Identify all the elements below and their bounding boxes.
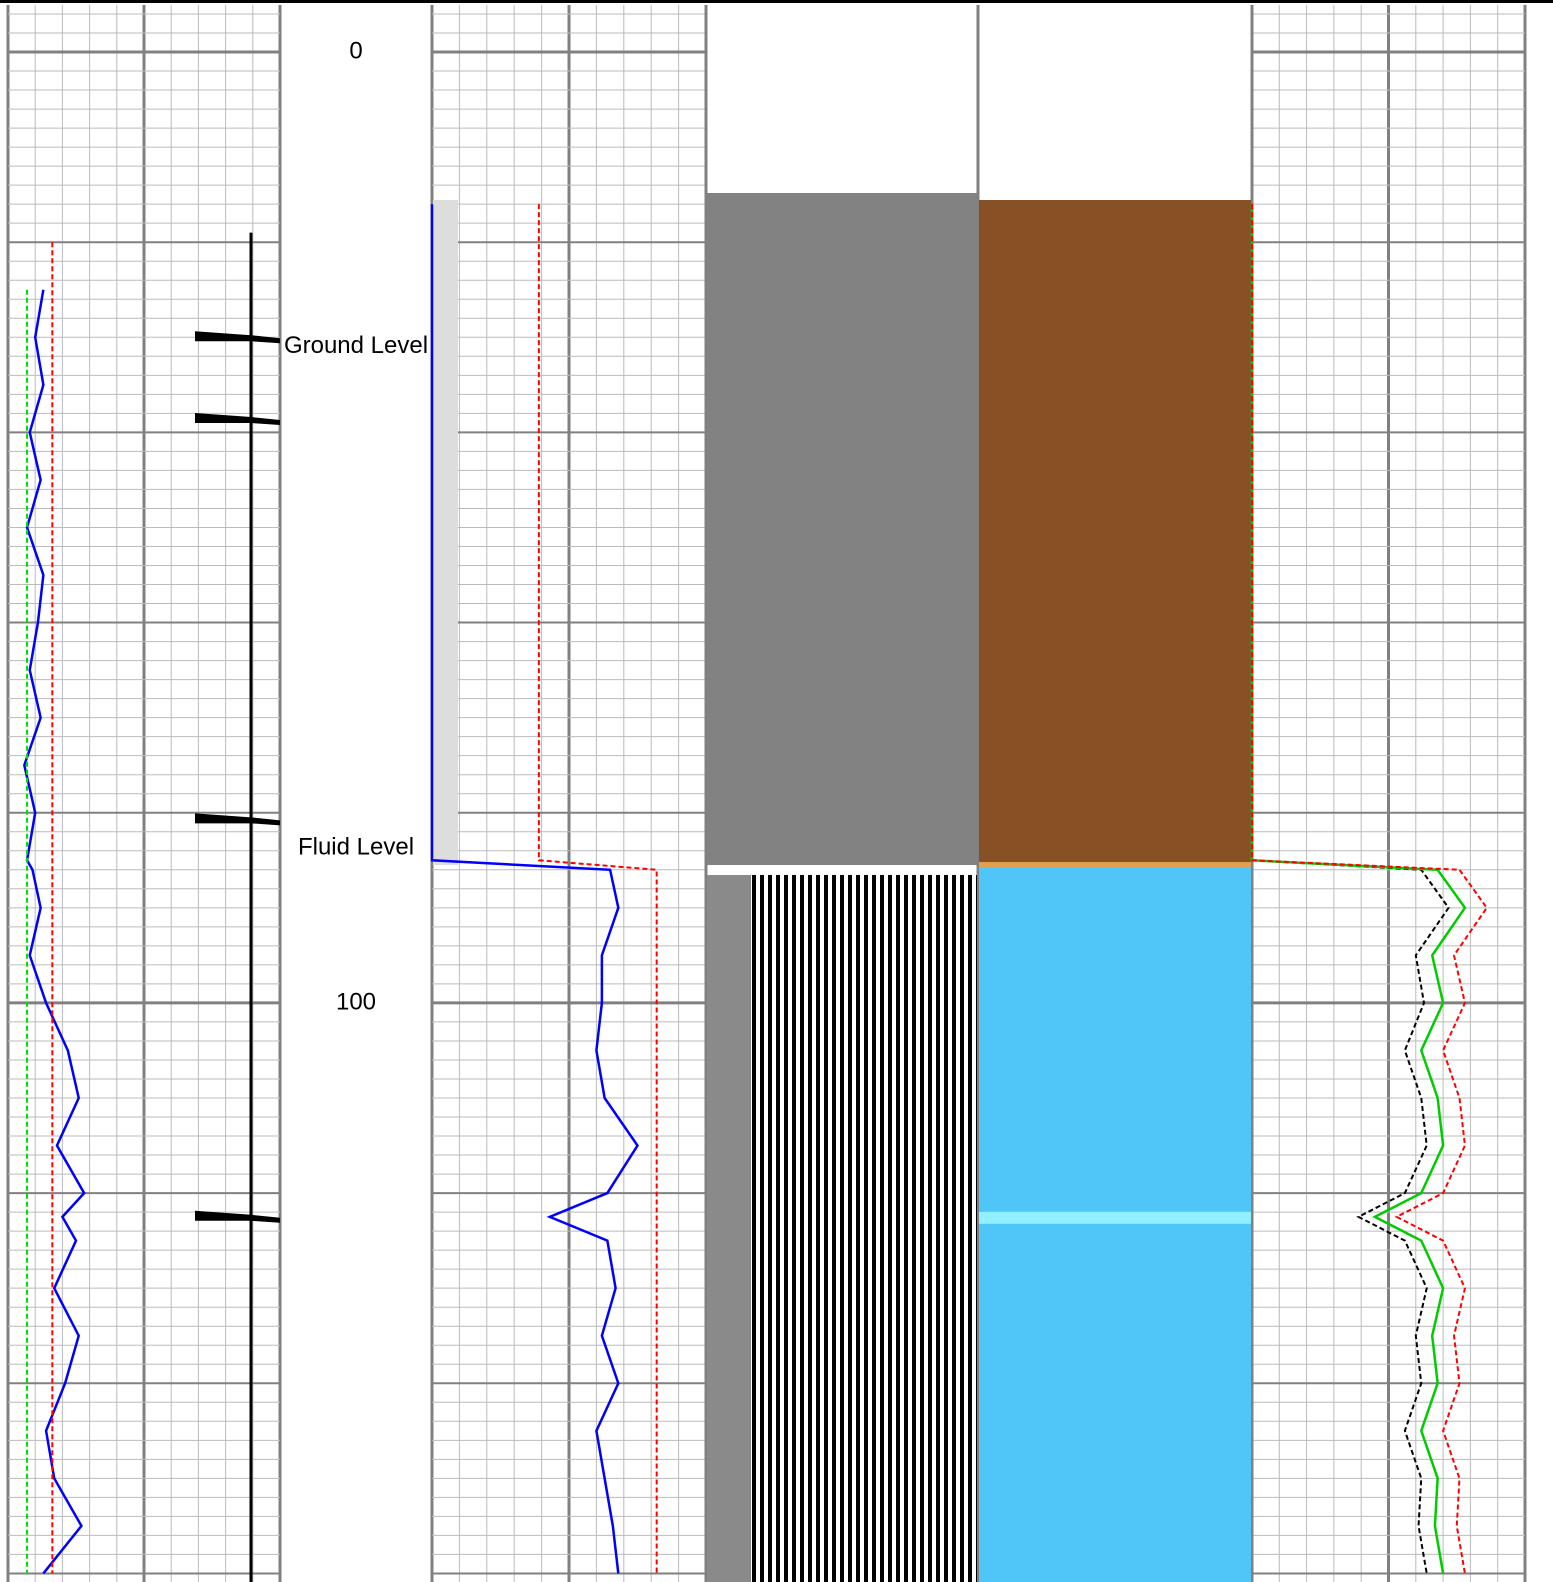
velocity-image (979, 868, 1251, 1582)
curve (537, 204, 658, 1574)
shaded-area (433, 200, 458, 866)
amplitude-image (751, 875, 977, 1582)
velocity-image (979, 200, 1251, 866)
annotation: Fluid Level (298, 833, 414, 860)
depth-label: 100 (336, 988, 376, 1015)
depth-label: 0 (349, 37, 362, 64)
velocity-image (979, 862, 1251, 869)
amplitude-image (707, 875, 751, 1582)
marker (195, 331, 280, 344)
velocity-image (979, 1211, 1251, 1224)
marker (195, 813, 280, 826)
curve (23, 289, 86, 1575)
curve (1251, 204, 1489, 1574)
amplitude-image (707, 193, 977, 866)
annotation: Ground Level (284, 332, 428, 359)
marker (195, 413, 280, 426)
top-border (0, 0, 1553, 3)
marker (195, 1210, 280, 1223)
curve (430, 204, 639, 1574)
